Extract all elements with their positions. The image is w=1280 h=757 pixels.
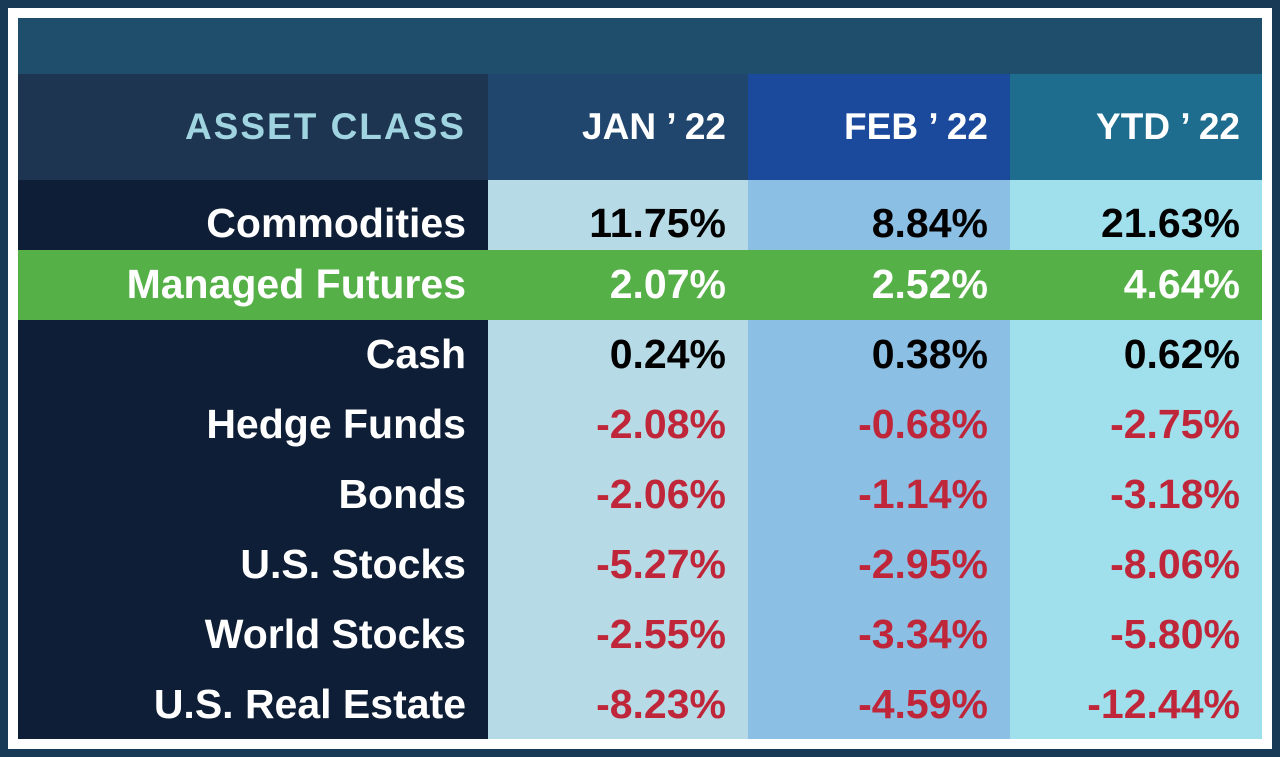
row-label: U.S. Real Estate [18, 669, 488, 739]
row-label: Hedge Funds [18, 390, 488, 460]
value: 11.75% [589, 203, 726, 244]
table-row: Hedge Funds -2.08% -0.68% -2.75% [18, 390, 1262, 460]
cell-feb: 8.84% [748, 180, 1010, 250]
row-label: U.S. Stocks [18, 529, 488, 599]
cell-jan: 11.75% [488, 180, 748, 250]
cell-jan: -2.08% [488, 390, 748, 460]
cell-feb: -2.95% [748, 529, 1010, 599]
value: 0.24% [610, 334, 726, 375]
cell-feb: -1.14% [748, 460, 1010, 530]
cell-ytd: -2.75% [1010, 390, 1262, 460]
value: -1.14% [858, 474, 988, 515]
cell-ytd: -5.80% [1010, 599, 1262, 669]
header-asset-class: ASSET CLASS [18, 74, 488, 180]
value: -2.95% [858, 544, 988, 585]
header-feb-22: FEB ’ 22 [748, 74, 1010, 180]
value: -12.44% [1087, 684, 1240, 725]
inner-frame: ASSET CLASS JAN ’ 22 FEB ’ 22 YTD ’ 22 C… [8, 8, 1272, 749]
cell-jan: -2.06% [488, 460, 748, 530]
table-body: Commodities 11.75% 8.84% 21.63% Managed … [18, 180, 1262, 739]
value: -0.68% [858, 404, 988, 445]
row-label: Cash [18, 320, 488, 390]
cell-jan: 0.24% [488, 320, 748, 390]
value: -2.08% [596, 404, 726, 445]
value: 4.64% [1124, 264, 1240, 305]
cell-jan: -2.55% [488, 599, 748, 669]
cell-feb: 0.38% [748, 320, 1010, 390]
top-band [18, 18, 1262, 74]
table-row: World Stocks -2.55% -3.34% -5.80% [18, 599, 1262, 669]
row-label: World Stocks [18, 599, 488, 669]
cell-jan: 2.07% [488, 250, 748, 320]
value: -5.80% [1110, 614, 1240, 655]
value: 0.62% [1124, 334, 1240, 375]
header-ytd-22: YTD ’ 22 [1010, 74, 1262, 180]
value: -4.59% [858, 684, 988, 725]
value: 8.84% [872, 203, 988, 244]
value: 0.38% [872, 334, 988, 375]
value: -2.75% [1110, 404, 1240, 445]
value: -5.27% [596, 544, 726, 585]
cell-feb: -3.34% [748, 599, 1010, 669]
row-label: Commodities [18, 180, 488, 250]
cell-feb: -0.68% [748, 390, 1010, 460]
value: 2.07% [610, 264, 726, 305]
table-row-highlighted: Managed Futures 2.07% 2.52% 4.64% [18, 250, 1262, 320]
table-row: U.S. Real Estate -8.23% -4.59% -12.44% [18, 669, 1262, 739]
table-row: Bonds -2.06% -1.14% -3.18% [18, 460, 1262, 530]
table-header-row: ASSET CLASS JAN ’ 22 FEB ’ 22 YTD ’ 22 [18, 74, 1262, 180]
cell-ytd: 21.63% [1010, 180, 1262, 250]
value: -3.34% [858, 614, 988, 655]
cell-ytd: 4.64% [1010, 250, 1262, 320]
value: -8.06% [1110, 544, 1240, 585]
cell-ytd: -12.44% [1010, 669, 1262, 739]
row-label: Managed Futures [18, 250, 488, 320]
performance-table: ASSET CLASS JAN ’ 22 FEB ’ 22 YTD ’ 22 C… [18, 18, 1262, 739]
table-row: Commodities 11.75% 8.84% 21.63% [18, 180, 1262, 250]
cell-ytd: 0.62% [1010, 320, 1262, 390]
value: -3.18% [1110, 474, 1240, 515]
cell-jan: -5.27% [488, 529, 748, 599]
cell-feb: -4.59% [748, 669, 1010, 739]
value: -2.06% [596, 474, 726, 515]
row-label: Bonds [18, 460, 488, 530]
table-row: Cash 0.24% 0.38% 0.62% [18, 320, 1262, 390]
table-row: U.S. Stocks -5.27% -2.95% -8.06% [18, 529, 1262, 599]
header-jan-22: JAN ’ 22 [488, 74, 748, 180]
cell-ytd: -3.18% [1010, 460, 1262, 530]
cell-ytd: -8.06% [1010, 529, 1262, 599]
value: 2.52% [872, 264, 988, 305]
cell-feb: 2.52% [748, 250, 1010, 320]
value: -2.55% [596, 614, 726, 655]
outer-frame: ASSET CLASS JAN ’ 22 FEB ’ 22 YTD ’ 22 C… [0, 0, 1280, 757]
value: -8.23% [596, 684, 726, 725]
value: 21.63% [1101, 203, 1240, 244]
cell-jan: -8.23% [488, 669, 748, 739]
